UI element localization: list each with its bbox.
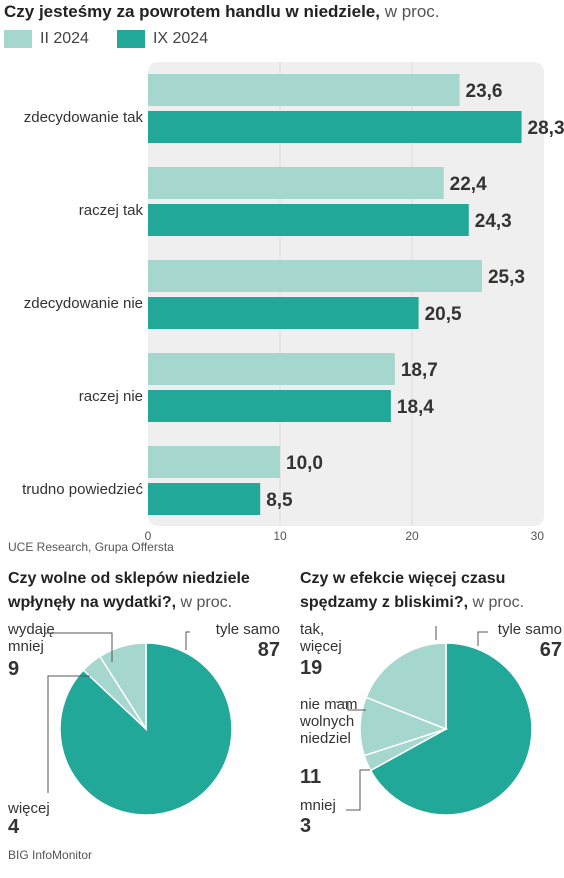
- pie2-slice-0: [369, 642, 533, 816]
- category-label-3: raczej nie: [79, 388, 143, 405]
- legend-item-ix-2024: IX 2024: [116, 30, 209, 48]
- bar-3-1: [148, 390, 391, 422]
- pie1-value-wiecej: 4: [8, 816, 20, 838]
- pie1-value-tyle-samo: 87: [257, 639, 280, 661]
- data-label-1-0: 22,4: [450, 174, 487, 195]
- legend-label-ix-2024: IX 2024: [152, 30, 209, 47]
- bar-chart-legend: II 2024 IX 2024: [4, 30, 236, 48]
- legend-swatch-dark: [116, 30, 145, 48]
- pie1-label-wydaje-mniej: wydaję mniej: [8, 621, 55, 655]
- pie1-slice-2: [98, 642, 147, 732]
- pie1-unit: w proc.: [180, 594, 233, 611]
- pie2-label-tak-wiecej: tak, więcej: [300, 621, 342, 655]
- bar-2-1: [148, 297, 419, 329]
- pie2-label-mniej: mniej: [300, 797, 336, 814]
- pie2-title: Czy w efekcie więcej czasu spędzamy z bl…: [300, 567, 562, 615]
- pie1-title-text: Czy wolne od sklepów niedziele wpłynęły …: [8, 570, 250, 611]
- data-label-3-1: 18,4: [397, 397, 434, 418]
- pie2-unit: w proc.: [472, 594, 525, 611]
- pie2-value-nie-mam: 11: [300, 766, 322, 788]
- data-label-4-1: 8,5: [266, 490, 293, 511]
- category-label-1: raczej tak: [79, 202, 144, 219]
- pie-source: BIG InfoMonitor: [8, 848, 93, 862]
- data-label-1-1: 24,3: [475, 211, 512, 232]
- pie2-leader-nie-mam: [336, 701, 366, 711]
- data-label-0-1: 28,3: [528, 118, 564, 139]
- data-label-4-0: 10,0: [286, 453, 323, 474]
- pie2-value-tak-wiecej: 19: [300, 657, 323, 679]
- bar-chart: 0 10 20 30 23,6 28,3 zdecydowanie tak 22,4 24,3 r…: [22, 62, 564, 543]
- category-label-0: zdecydowanie tak: [24, 109, 144, 126]
- pie1-leader-tyle-samo: [185, 631, 190, 650]
- legend-swatch-light: [4, 30, 32, 48]
- x-tick-0: 0: [145, 529, 152, 543]
- pie-charts: [44, 626, 533, 816]
- bar-3-0: [148, 353, 395, 385]
- pie2-value-tyle-samo: 67: [539, 639, 562, 661]
- pie2-slice-3: [365, 642, 447, 731]
- pie2-title-text: Czy w efekcie więcej czasu spędzamy z bl…: [300, 570, 506, 611]
- bar-1-0: [148, 167, 444, 199]
- bar-chart-title-text: Czy jesteśmy za powrotem handlu w niedzi…: [4, 2, 380, 21]
- bar-chart-source: UCE Research, Grupa Offersta: [8, 540, 174, 554]
- pie2-leader-tyle-samo: [477, 631, 488, 646]
- bar-chart-title: Czy jesteśmy za powrotem handlu w niedzi…: [4, 2, 440, 22]
- pie2-value-mniej: 3: [300, 815, 312, 837]
- pie1-title: Czy wolne od sklepów niedziele wpłynęły …: [8, 567, 278, 615]
- data-label-2-0: 25,3: [488, 267, 525, 288]
- legend-item-ii-2024: II 2024: [4, 30, 89, 48]
- data-label-0-0: 23,6: [466, 81, 503, 102]
- pie1-label-wiecej: więcej: [8, 800, 50, 817]
- pie2-label-nie-mam: nie mam wolnych niedziel: [300, 696, 358, 747]
- x-tick-20: 20: [405, 529, 419, 543]
- pie1-label-tyle-samo: tyle samo: [215, 621, 280, 638]
- bar-2-0: [148, 260, 482, 292]
- legend-label-ii-2024: II 2024: [40, 30, 89, 47]
- pie1-leader-wydaje-mniej: [44, 632, 113, 662]
- bar-0-0: [148, 74, 460, 106]
- x-tick-30: 30: [531, 529, 545, 543]
- category-label-4: trudno powiedzieć: [22, 481, 143, 498]
- bar-chart-unit: w proc.: [384, 2, 440, 21]
- bar-1-1: [148, 204, 469, 236]
- bar-0-1: [148, 111, 522, 143]
- pie1-value-wydaje-mniej: 9: [8, 658, 20, 680]
- pie1-leader-wiecej: [47, 675, 90, 793]
- data-label-2-1: 20,5: [425, 304, 462, 325]
- x-tick-10: 10: [273, 529, 287, 543]
- pie2-leader-mniej: [346, 769, 370, 811]
- category-label-2: zdecydowanie nie: [24, 295, 143, 312]
- pie2-label-tyle-samo: tyle samo: [497, 621, 562, 638]
- bar-4-1: [148, 483, 261, 515]
- data-label-3-0: 18,7: [401, 360, 438, 381]
- bar-4-0: [148, 446, 280, 478]
